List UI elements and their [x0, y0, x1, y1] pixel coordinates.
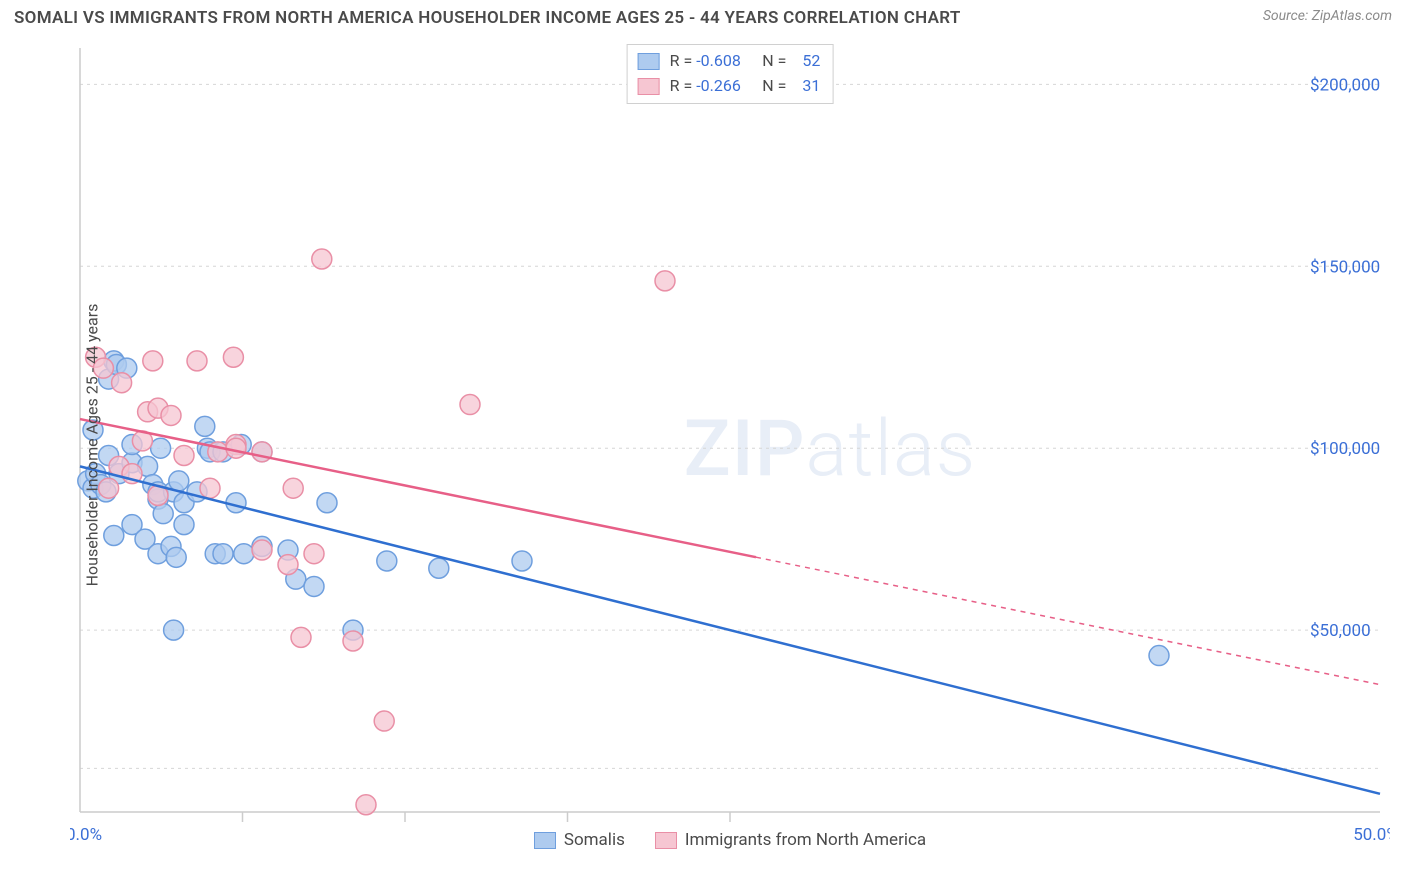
- correlation-legend: R = -0.608 N = 52 R = -0.266 N = 31: [627, 44, 834, 104]
- series-legend: Somalis Immigrants from North America: [70, 830, 1390, 850]
- legend-row-na_immigrants: R = -0.266 N = 31: [638, 74, 821, 99]
- y-axis-label: Householder Income Ages 25 - 44 years: [83, 304, 102, 587]
- svg-text:$50,000: $50,000: [1310, 621, 1371, 641]
- svg-text:$100,000: $100,000: [1310, 439, 1380, 459]
- legend-r-label: R = -0.266: [670, 74, 753, 99]
- source-value: ZipAtlas.com: [1312, 8, 1392, 24]
- svg-text:ZIPatlas: ZIPatlas: [684, 404, 977, 495]
- chart-title: SOMALI VS IMMIGRANTS FROM NORTH AMERICA …: [14, 8, 961, 28]
- legend-r-label: R = -0.608: [670, 49, 753, 74]
- legend-n-label: N = 52: [762, 49, 820, 74]
- legend-swatch-icon: [638, 78, 660, 95]
- chart-header: SOMALI VS IMMIGRANTS FROM NORTH AMERICA …: [0, 0, 1406, 40]
- series-label: Somalis: [564, 830, 625, 850]
- series-legend-na_immigrants: Immigrants from North America: [655, 830, 926, 850]
- scatter-chart: Householder Income Ages 25 - 44 years ZI…: [70, 42, 1390, 848]
- svg-text:$200,000: $200,000: [1310, 75, 1380, 95]
- source-label: Source:: [1263, 8, 1308, 24]
- source-credit: Source: ZipAtlas.com: [1263, 8, 1392, 24]
- legend-swatch-icon: [655, 832, 677, 849]
- svg-text:$150,000: $150,000: [1310, 257, 1380, 277]
- series-label: Immigrants from North America: [685, 830, 926, 850]
- plot-svg: ZIPatlas0.0%50.0%$50,000$100,000$150,000…: [70, 42, 1390, 848]
- legend-swatch-icon: [534, 832, 556, 849]
- legend-swatch-icon: [638, 53, 660, 70]
- legend-row-somalis: R = -0.608 N = 52: [638, 49, 821, 74]
- series-legend-somalis: Somalis: [534, 830, 625, 850]
- legend-n-label: N = 31: [762, 74, 820, 99]
